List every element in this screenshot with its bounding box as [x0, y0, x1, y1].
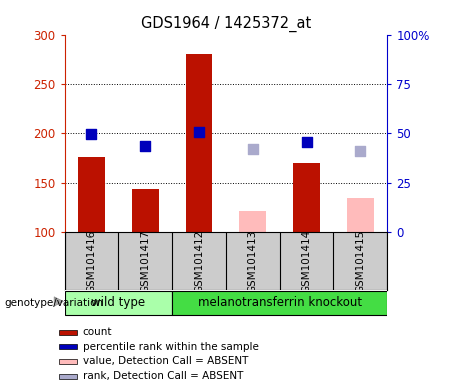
Bar: [59, 359, 77, 364]
Bar: [59, 374, 77, 379]
Text: GSM101415: GSM101415: [355, 230, 366, 293]
Title: GDS1964 / 1425372_at: GDS1964 / 1425372_at: [141, 16, 311, 32]
Text: count: count: [83, 327, 112, 337]
Text: melanotransferrin knockout: melanotransferrin knockout: [198, 296, 362, 308]
Point: [195, 129, 203, 136]
Text: wild type: wild type: [91, 296, 145, 308]
Polygon shape: [54, 297, 64, 306]
Point: [88, 131, 95, 137]
Point: [142, 143, 149, 149]
Text: value, Detection Call = ABSENT: value, Detection Call = ABSENT: [83, 356, 248, 366]
Point: [303, 139, 310, 146]
Bar: [132, 189, 159, 232]
Text: GSM101414: GSM101414: [301, 230, 312, 293]
Point: [357, 148, 364, 154]
Bar: [78, 157, 105, 232]
FancyBboxPatch shape: [172, 291, 387, 316]
Text: GSM101412: GSM101412: [194, 230, 204, 293]
Bar: [185, 55, 213, 232]
Text: GSM101416: GSM101416: [86, 230, 96, 293]
FancyBboxPatch shape: [65, 291, 172, 316]
Point: [249, 146, 256, 152]
Bar: [59, 329, 77, 334]
Bar: [293, 163, 320, 232]
Bar: [239, 210, 266, 232]
Text: percentile rank within the sample: percentile rank within the sample: [83, 342, 259, 352]
Text: GSM101413: GSM101413: [248, 230, 258, 293]
Text: rank, Detection Call = ABSENT: rank, Detection Call = ABSENT: [83, 371, 243, 381]
Text: GSM101417: GSM101417: [140, 230, 150, 293]
Bar: [59, 344, 77, 349]
Bar: [347, 198, 374, 232]
Text: genotype/variation: genotype/variation: [5, 298, 104, 308]
